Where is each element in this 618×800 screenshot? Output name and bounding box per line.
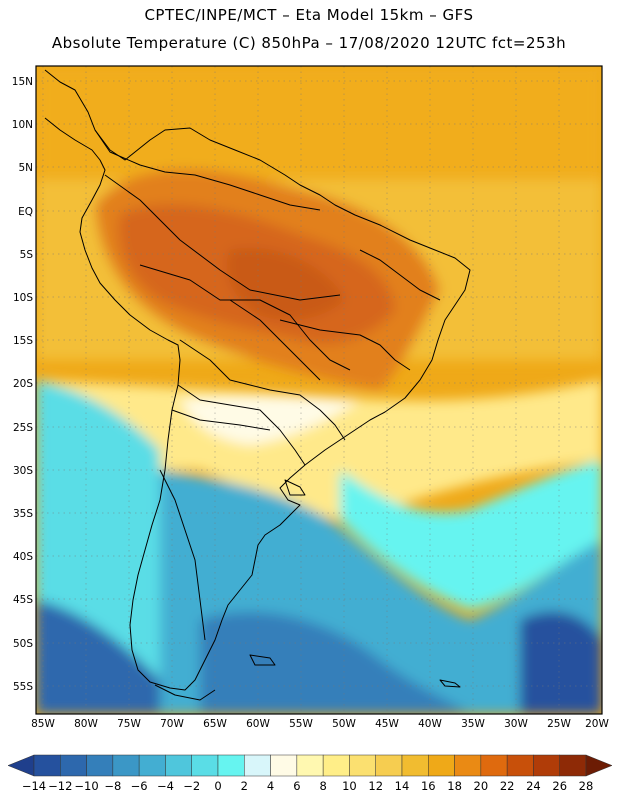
colorbar-box — [165, 754, 192, 777]
colorbar-label: −10 — [74, 779, 98, 793]
lat-label: 50S — [13, 638, 33, 650]
colorbar-box — [138, 754, 166, 777]
colorbar-box — [60, 754, 87, 777]
colorbar-box — [349, 754, 376, 777]
chart-title-line-2: Absolute Temperature (C) 850hPa – 17/08/… — [51, 34, 567, 52]
lon-label: 80W — [74, 718, 98, 730]
colorbar-label: −6 — [131, 779, 148, 793]
colorbar-box — [217, 754, 245, 777]
lon-label: 30W — [504, 718, 528, 730]
graticule — [36, 66, 602, 714]
lat-label: 30S — [13, 465, 33, 477]
colorbar-label: 20 — [474, 779, 489, 793]
colorbar-box — [86, 754, 114, 777]
colorbar-label: 28 — [579, 779, 594, 793]
lat-label: 35S — [13, 508, 33, 520]
latitude-labels: 15N 10N 5N EQ 5S 10S 15S 20S 25S 30S 35S… — [12, 76, 34, 693]
lat-label: EQ — [18, 206, 33, 218]
coastline-borders — [44, 69, 471, 701]
lon-label: 85W — [31, 718, 55, 730]
colorbar-label: 16 — [421, 779, 436, 793]
lat-label: 45S — [13, 594, 33, 606]
colorbar-box — [191, 754, 219, 777]
lat-label: 15S — [13, 335, 33, 347]
colorbar-low-arrow — [7, 754, 35, 777]
colorbar-label: −2 — [183, 779, 200, 793]
colorbar-label: 24 — [526, 779, 541, 793]
chart-title-line-1: CPTEC/INPE/MCT – Eta Model 15km – GFS — [144, 6, 474, 24]
colorbar-label: 6 — [293, 779, 300, 793]
lon-label: 70W — [160, 718, 184, 730]
colorbar-label: 0 — [214, 779, 221, 793]
colorbar-box — [244, 754, 271, 777]
colorbar-box — [559, 754, 587, 777]
longitude-labels: 85W 80W 75W 70W 65W 60W 55W 50W 45W 40W … — [31, 718, 609, 730]
colorbar-box — [375, 754, 403, 777]
lat-label: 10N — [12, 119, 33, 131]
lat-label: 15N — [12, 76, 33, 88]
colorbar-label: 26 — [552, 779, 567, 793]
colorbar-label: −12 — [48, 779, 72, 793]
colorbar: −14 −12 −10 −8 −6 −4 −2 0 2 4 6 8 10 12 14 16 18 20 22 24 26… — [7, 754, 613, 793]
lon-label: 65W — [203, 718, 227, 730]
lat-label: 5N — [18, 162, 33, 174]
lat-label: 5S — [20, 249, 34, 261]
map-frame — [35, 65, 603, 715]
lat-label: 25S — [13, 422, 33, 434]
colorbar-label: 12 — [368, 779, 383, 793]
colorbar-label: −4 — [157, 779, 174, 793]
lon-label: 55W — [289, 718, 313, 730]
lon-label: 45W — [375, 718, 399, 730]
colorbar-box — [112, 754, 140, 777]
colorbar-box — [480, 754, 508, 777]
lon-label: 50W — [332, 718, 356, 730]
lon-label: 25W — [547, 718, 571, 730]
colorbar-label: 10 — [342, 779, 357, 793]
colorbar-label: 8 — [319, 779, 326, 793]
colorbar-box — [454, 754, 482, 777]
lat-label: 20S — [13, 378, 33, 390]
colorbar-box — [33, 754, 61, 777]
lat-label: 55S — [13, 681, 33, 693]
temperature-field — [36, 66, 602, 714]
colorbar-label: 22 — [500, 779, 515, 793]
colorbar-label: 18 — [447, 779, 462, 793]
colorbar-label: −8 — [104, 779, 121, 793]
colorbar-box — [401, 754, 429, 777]
colorbar-high-arrow — [585, 754, 613, 777]
colorbar-label: 14 — [395, 779, 410, 793]
colorbar-label: −14 — [22, 779, 46, 793]
lat-label: 10S — [13, 292, 33, 304]
lon-label: 60W — [246, 718, 270, 730]
lon-label: 20W — [585, 718, 609, 730]
lat-label: 40S — [13, 551, 33, 563]
lon-label: 40W — [418, 718, 442, 730]
colorbar-box — [270, 754, 298, 777]
lon-label: 75W — [117, 718, 141, 730]
colorbar-label: 2 — [241, 779, 248, 793]
lon-label: 35W — [461, 718, 485, 730]
colorbar-box — [506, 754, 534, 777]
colorbar-box — [428, 754, 455, 777]
colorbar-box — [296, 754, 324, 777]
colorbar-box — [533, 754, 560, 777]
colorbar-label: 4 — [267, 779, 274, 793]
colorbar-box — [322, 754, 350, 777]
